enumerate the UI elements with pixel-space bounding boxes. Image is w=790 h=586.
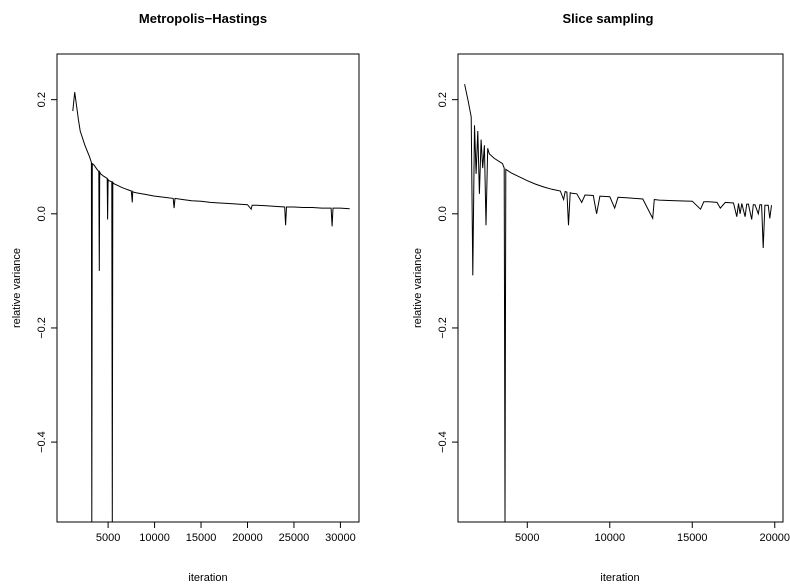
x-tick-label: 30000 — [325, 532, 356, 544]
series-line — [464, 84, 772, 523]
x-tick-label: 10000 — [139, 532, 170, 544]
x-tick-label: 20000 — [232, 532, 263, 544]
y-ticks: −0.4 −0.2 0.0 0.2 — [36, 92, 57, 453]
y-tick-label: 0.0 — [437, 206, 449, 221]
x-tick-label: 15000 — [677, 532, 708, 544]
x-tick-label: 5000 — [96, 532, 120, 544]
x-tick-label: 10000 — [594, 532, 625, 544]
x-ticks: 5000 10000 15000 20000 — [515, 522, 790, 544]
x-axis-label: iteration — [188, 572, 227, 584]
y-tick-label: 0.2 — [437, 92, 449, 107]
plot-frame — [56, 53, 360, 523]
y-tick-label: −0.4 — [437, 431, 449, 453]
y-tick-label: 0.2 — [36, 92, 48, 107]
x-axis-label: iteration — [600, 572, 639, 584]
x-tick-label: 15000 — [186, 532, 217, 544]
panel-slice-sampling: Slice sampling iteration relative varian… — [412, 11, 790, 584]
x-ticks: 5000 10000 15000 20000 25000 30000 — [96, 522, 356, 544]
x-tick-label: 20000 — [759, 532, 790, 544]
panel-metropolis-hastings: Metropolis−Hastings iteration relative v… — [11, 11, 360, 584]
chart-title: Slice sampling — [562, 11, 653, 26]
y-tick-label: −0.4 — [36, 431, 48, 453]
y-axis-label: relative variance — [11, 248, 23, 328]
series-line — [72, 92, 350, 523]
x-tick-label: 5000 — [515, 532, 539, 544]
x-tick-label: 25000 — [279, 532, 310, 544]
y-tick-label: −0.2 — [36, 317, 48, 339]
chart-title: Metropolis−Hastings — [139, 11, 267, 26]
y-axis-label: relative variance — [412, 248, 424, 328]
y-ticks: −0.4 −0.2 0.0 0.2 — [437, 92, 458, 453]
y-tick-label: −0.2 — [437, 317, 449, 339]
y-tick-label: 0.0 — [36, 206, 48, 221]
plot-frame — [457, 53, 784, 523]
